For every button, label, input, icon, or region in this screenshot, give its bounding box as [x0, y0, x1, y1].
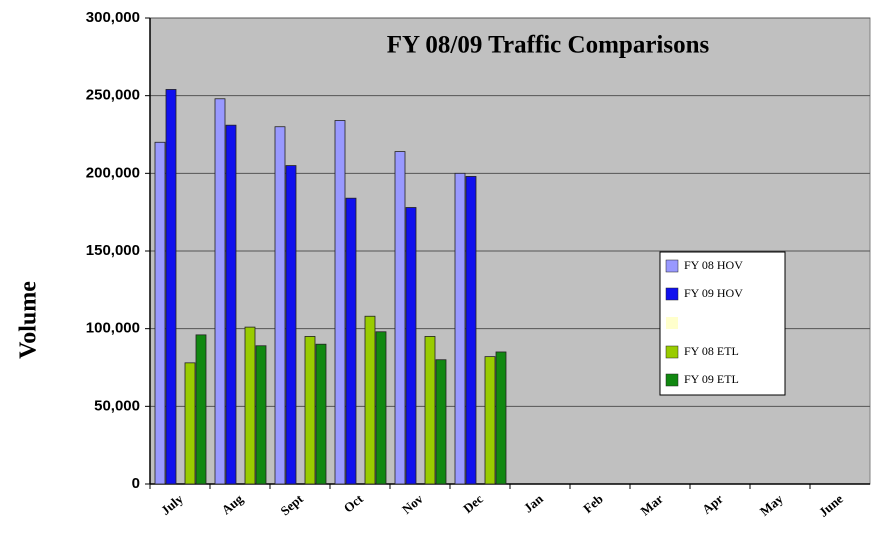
- bar: [484, 356, 496, 485]
- legend-label: FY 09 ETL: [684, 372, 739, 386]
- y-tick-label: 100,000: [86, 320, 140, 337]
- x-tick-label: Oct: [341, 491, 367, 516]
- bar: [214, 98, 226, 485]
- legend-box: [659, 251, 786, 396]
- bar: [315, 343, 327, 485]
- x-tick-label: Nov: [399, 491, 426, 517]
- legend-swatch: [665, 345, 679, 359]
- x-tick-label: Dec: [460, 491, 486, 516]
- x-tick-label: June: [816, 491, 846, 520]
- x-tick-label: Sept: [277, 491, 306, 519]
- bar: [225, 124, 237, 485]
- x-tick-label: Jan: [521, 491, 547, 516]
- chart-title: FY 08/09 Traffic Comparisons: [387, 32, 710, 59]
- bar: [255, 345, 267, 485]
- bar: [285, 165, 297, 485]
- bar: [154, 141, 166, 485]
- bar: [334, 120, 346, 485]
- legend-label: FY 08 HOV: [684, 258, 743, 272]
- y-tick-label: 50,000: [94, 397, 140, 414]
- legend-swatch: [665, 287, 679, 301]
- bar: [375, 331, 387, 485]
- y-tick-label: 300,000: [86, 9, 140, 26]
- x-tick-label: Aug: [218, 491, 246, 518]
- bar: [184, 362, 196, 485]
- bar: [345, 197, 357, 485]
- bar: [435, 359, 447, 485]
- bar: [495, 351, 507, 485]
- bar: [304, 336, 316, 485]
- bar: [195, 334, 207, 485]
- bar: [454, 172, 466, 485]
- y-tick-label: 150,000: [86, 242, 140, 259]
- bar: [394, 151, 406, 485]
- bar: [424, 336, 436, 485]
- bar: [405, 207, 417, 485]
- bar: [364, 315, 376, 485]
- x-tick-label: Mar: [637, 491, 666, 518]
- y-tick-label: 200,000: [86, 164, 140, 181]
- x-tick-label: Apr: [699, 491, 726, 517]
- x-tick-label: Feb: [580, 491, 606, 516]
- legend-label: FY 08 ETL: [684, 344, 739, 358]
- x-tick-label: July: [158, 491, 186, 518]
- y-tick-label: 250,000: [86, 87, 140, 104]
- legend-swatch: [666, 317, 678, 329]
- bar: [274, 126, 286, 485]
- y-axis-label: Volume: [16, 281, 42, 359]
- bar: [165, 89, 177, 485]
- legend-label: FY 09 HOV: [684, 286, 743, 300]
- legend-swatch: [665, 373, 679, 387]
- legend-swatch: [665, 259, 679, 273]
- bar: [465, 176, 477, 485]
- y-tick-label: 0: [132, 475, 140, 492]
- bar: [244, 326, 256, 485]
- x-tick-label: May: [757, 491, 786, 519]
